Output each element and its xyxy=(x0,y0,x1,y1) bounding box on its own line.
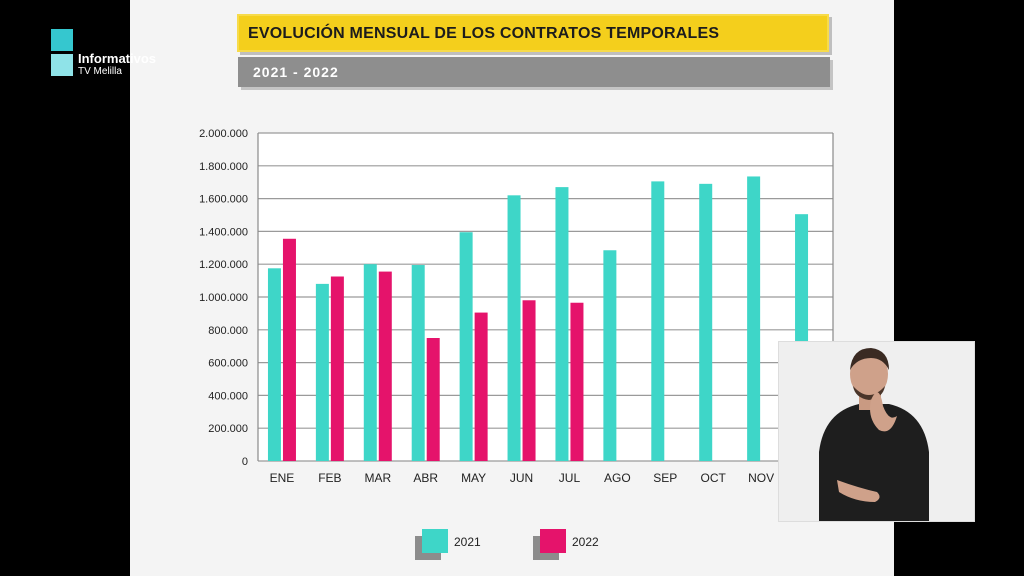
chart-title-banner: EVOLUCIÓN MENSUAL DE LOS CONTRATOS TEMPO… xyxy=(237,14,829,52)
x-tick-label: MAY xyxy=(461,471,486,485)
bar-2022-jul xyxy=(570,302,584,461)
x-tick-label: SEP xyxy=(653,471,677,485)
logo-title: Informativos xyxy=(78,51,157,66)
bar-2022-feb xyxy=(330,276,344,461)
y-tick-label: 2.000.000 xyxy=(199,128,248,140)
x-tick-label: FEB xyxy=(318,471,341,485)
x-tick-label: ENE xyxy=(270,471,295,485)
bar-2021-ago xyxy=(603,250,617,461)
bar-2021-ene xyxy=(267,268,281,461)
x-tick-label: JUL xyxy=(559,471,581,485)
x-tick-label: AGO xyxy=(604,471,631,485)
y-tick-label: 600.000 xyxy=(208,358,248,370)
bar-2021-may xyxy=(459,232,473,461)
sign-language-interpreter xyxy=(778,341,975,522)
interpreter-figure xyxy=(779,342,974,521)
bar-2022-ene xyxy=(282,238,296,461)
y-tick-label: 1.400.000 xyxy=(199,226,248,238)
logo-square-top xyxy=(51,29,73,51)
chart-subtitle: 2021 - 2022 xyxy=(253,64,339,80)
x-tick-label: OCT xyxy=(701,471,727,485)
chart-title: EVOLUCIÓN MENSUAL DE LOS CONTRATOS TEMPO… xyxy=(248,25,720,42)
bar-2022-may xyxy=(474,312,488,461)
y-tick-label: 1.200.000 xyxy=(199,259,248,271)
channel-logo: Informativos TV Melilla xyxy=(51,29,191,79)
bar-2022-mar xyxy=(378,271,392,461)
logo-subtitle: TV Melilla xyxy=(78,66,122,77)
chart-subtitle-banner: 2021 - 2022 xyxy=(238,57,830,87)
bar-2022-jun xyxy=(522,300,536,461)
legend-label: 2022 xyxy=(572,535,599,549)
logo-square-bottom xyxy=(51,54,73,76)
bar-2021-jun xyxy=(507,195,521,461)
y-tick-label: 0 xyxy=(242,456,248,468)
bar-2021-oct xyxy=(699,183,713,461)
bar-2021-sep xyxy=(651,181,665,461)
y-tick-label: 200.000 xyxy=(208,423,248,435)
x-tick-label: JUN xyxy=(510,471,533,485)
bar-2021-nov xyxy=(747,176,761,461)
x-tick-label: MAR xyxy=(364,471,391,485)
bar-2021-abr xyxy=(411,265,425,461)
y-tick-label: 800.000 xyxy=(208,325,248,337)
y-tick-label: 1.000.000 xyxy=(199,292,248,304)
y-tick-label: 1.600.000 xyxy=(199,194,248,206)
x-tick-label: ABR xyxy=(413,471,438,485)
legend-swatch-2022 xyxy=(540,529,566,553)
bar-2021-mar xyxy=(363,264,377,461)
x-tick-label: NOV xyxy=(748,471,774,485)
bar-2022-abr xyxy=(426,338,440,461)
legend-swatch-2021 xyxy=(422,529,448,553)
legend-label: 2021 xyxy=(454,535,481,549)
bar-2021-jul xyxy=(555,187,569,461)
y-tick-label: 1.800.000 xyxy=(199,161,248,173)
y-tick-label: 400.000 xyxy=(208,390,248,402)
bar-2021-feb xyxy=(315,283,329,461)
